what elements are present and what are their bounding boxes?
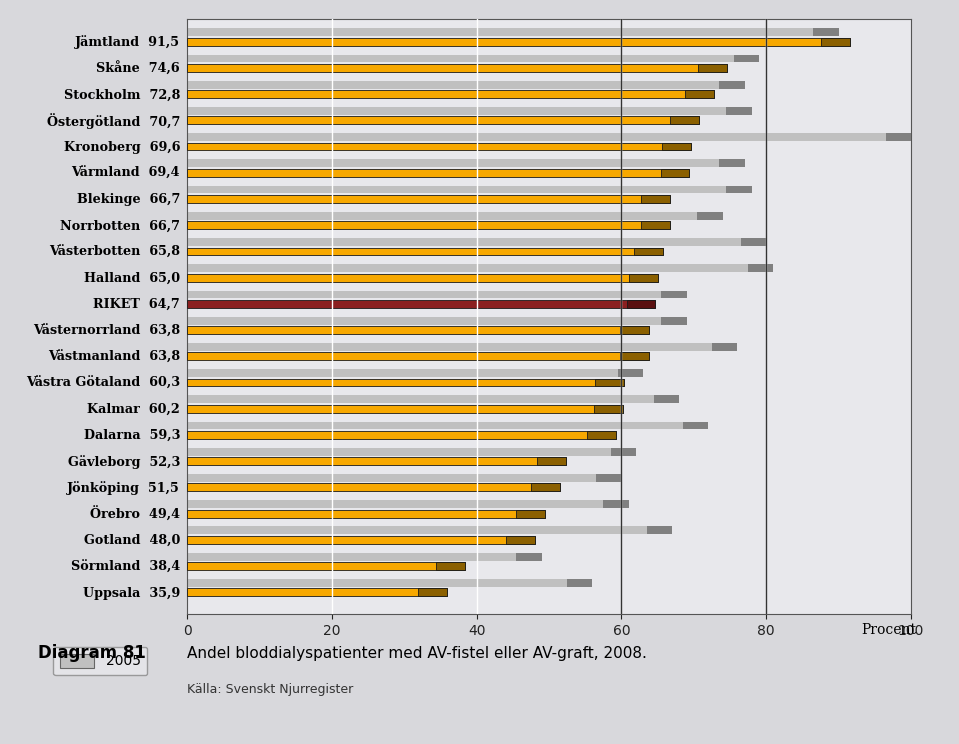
Legend: 2005: 2005 — [53, 647, 148, 676]
Bar — [531, 484, 560, 491]
Bar — [821, 38, 850, 45]
Bar — [594, 405, 623, 413]
Bar — [187, 290, 687, 298]
Bar — [187, 28, 838, 36]
Bar — [654, 395, 679, 403]
Bar — [595, 379, 623, 386]
Bar — [187, 212, 723, 219]
Bar — [187, 274, 658, 281]
Bar — [187, 405, 623, 413]
Bar — [719, 81, 744, 89]
Bar — [187, 81, 744, 89]
Bar — [685, 90, 714, 98]
Bar — [187, 238, 766, 246]
Bar — [537, 458, 566, 465]
Bar — [516, 510, 545, 518]
Bar — [187, 553, 542, 560]
Bar — [187, 326, 649, 334]
Bar — [662, 143, 690, 150]
Bar — [187, 500, 629, 508]
Bar — [698, 64, 727, 72]
Bar — [641, 195, 670, 203]
Bar — [635, 248, 664, 255]
Bar — [734, 54, 759, 62]
Bar — [187, 107, 752, 115]
Bar — [187, 116, 699, 124]
Bar — [726, 185, 752, 193]
Bar — [187, 317, 687, 324]
Bar — [505, 536, 534, 544]
Bar — [187, 448, 636, 455]
Bar — [187, 248, 664, 255]
Bar — [187, 195, 670, 203]
Text: Andel bloddialyspatienter med AV-fistel eller AV-graft, 2008.: Andel bloddialyspatienter med AV-fistel … — [187, 647, 647, 661]
Bar — [661, 169, 690, 177]
Bar — [187, 221, 670, 229]
Bar — [741, 238, 766, 246]
Bar — [726, 107, 752, 115]
Bar — [187, 474, 621, 482]
Bar — [596, 474, 621, 482]
Bar — [187, 300, 655, 308]
Text: Diagram 81: Diagram 81 — [38, 644, 146, 662]
Bar — [187, 395, 679, 403]
Bar — [187, 159, 744, 167]
Bar — [187, 143, 690, 150]
Bar — [697, 212, 723, 219]
Bar — [620, 353, 649, 360]
Bar — [187, 38, 850, 45]
Bar — [187, 536, 534, 544]
Bar — [436, 562, 465, 570]
Bar — [641, 221, 670, 229]
Bar — [187, 458, 566, 465]
Bar — [187, 422, 709, 429]
Bar — [646, 527, 672, 534]
Bar — [187, 343, 737, 351]
Bar — [588, 431, 617, 439]
Bar — [187, 64, 727, 72]
Text: Procent: Procent — [861, 623, 916, 638]
Bar — [187, 169, 690, 177]
Bar — [683, 422, 709, 429]
Bar — [620, 326, 649, 334]
Bar — [187, 54, 759, 62]
Bar — [670, 116, 699, 124]
Bar — [567, 579, 593, 587]
Bar — [187, 527, 672, 534]
Bar — [187, 510, 545, 518]
Bar — [517, 553, 542, 560]
Bar — [886, 133, 911, 141]
Bar — [187, 264, 774, 272]
Bar — [629, 274, 658, 281]
Bar — [418, 589, 447, 596]
Bar — [662, 317, 687, 324]
Bar — [187, 379, 623, 386]
Bar — [611, 448, 636, 455]
Bar — [187, 431, 617, 439]
Bar — [187, 353, 649, 360]
Bar — [626, 300, 655, 308]
Bar — [712, 343, 737, 351]
Bar — [187, 484, 560, 491]
Bar — [719, 159, 744, 167]
Bar — [748, 264, 774, 272]
Bar — [187, 579, 593, 587]
Bar — [187, 133, 911, 141]
Bar — [187, 369, 643, 377]
Bar — [187, 90, 714, 98]
Text: Källa: Svenskt Njurregister: Källa: Svenskt Njurregister — [187, 684, 353, 696]
Bar — [187, 185, 752, 193]
Bar — [618, 369, 643, 377]
Bar — [187, 562, 465, 570]
Bar — [603, 500, 629, 508]
Bar — [187, 589, 447, 596]
Bar — [813, 28, 838, 36]
Bar — [662, 290, 687, 298]
